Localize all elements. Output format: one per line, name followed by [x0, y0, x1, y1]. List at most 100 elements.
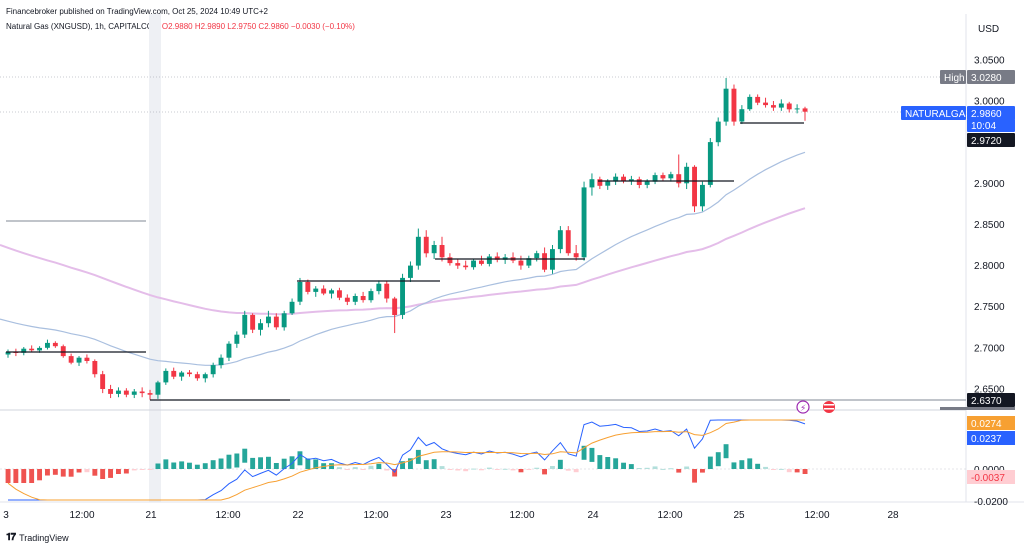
- candle[interactable]: [179, 370, 185, 381]
- candle[interactable]: [731, 84, 737, 126]
- candle[interactable]: [242, 310, 248, 338]
- candle[interactable]: [218, 354, 224, 369]
- candle[interactable]: [581, 181, 587, 261]
- candle[interactable]: [155, 380, 161, 399]
- candle[interactable]: [660, 172, 666, 181]
- candle[interactable]: [707, 138, 713, 188]
- candle[interactable]: [281, 310, 287, 331]
- candle-body: [171, 370, 177, 377]
- candle[interactable]: [802, 106, 808, 121]
- candle[interactable]: [692, 165, 697, 213]
- candle[interactable]: [565, 226, 571, 256]
- candle[interactable]: [778, 99, 784, 111]
- candle[interactable]: [92, 359, 98, 378]
- candle[interactable]: [439, 236, 445, 262]
- candle[interactable]: [21, 347, 27, 356]
- candle[interactable]: [700, 181, 705, 212]
- candle[interactable]: [747, 94, 753, 111]
- symbol-name[interactable]: Natural Gas (XNGUSD), 1h, CAPITALCOM: [6, 22, 160, 31]
- candle[interactable]: [471, 258, 476, 270]
- candle[interactable]: [266, 310, 271, 328]
- candle[interactable]: [415, 228, 421, 270]
- candle[interactable]: [305, 279, 311, 295]
- candle[interactable]: [76, 356, 82, 366]
- candle[interactable]: [597, 176, 603, 190]
- candle[interactable]: [360, 291, 366, 303]
- candle[interactable]: [108, 384, 113, 399]
- candle[interactable]: [715, 117, 721, 147]
- candle[interactable]: [68, 353, 74, 365]
- candle[interactable]: [771, 101, 776, 111]
- candle[interactable]: [463, 260, 469, 270]
- candle[interactable]: [384, 281, 390, 303]
- candle[interactable]: [431, 240, 437, 259]
- candle[interactable]: [250, 313, 256, 334]
- candle[interactable]: [763, 97, 768, 108]
- candle[interactable]: [755, 94, 761, 106]
- candle[interactable]: [589, 173, 595, 196]
- candle[interactable]: [392, 296, 398, 334]
- candle[interactable]: [534, 250, 540, 262]
- candle[interactable]: [234, 331, 240, 348]
- candle[interactable]: [510, 252, 516, 264]
- candle[interactable]: [84, 354, 90, 364]
- candle[interactable]: [786, 101, 792, 113]
- candle[interactable]: [329, 288, 334, 299]
- candle[interactable]: [557, 226, 563, 254]
- candle[interactable]: [344, 294, 350, 306]
- candle[interactable]: [542, 247, 547, 273]
- candle[interactable]: [29, 345, 35, 352]
- candle[interactable]: [171, 367, 177, 380]
- candle[interactable]: [194, 371, 200, 381]
- candle[interactable]: [494, 252, 500, 263]
- candle[interactable]: [368, 288, 374, 303]
- candle[interactable]: [313, 286, 319, 297]
- candle[interactable]: [526, 255, 532, 269]
- candle[interactable]: [210, 362, 216, 378]
- candle[interactable]: [684, 162, 690, 190]
- candle[interactable]: [321, 285, 327, 296]
- candle[interactable]: [5, 349, 11, 358]
- candle[interactable]: [60, 344, 66, 358]
- candle[interactable]: [423, 230, 429, 258]
- candle[interactable]: [297, 277, 303, 306]
- candle[interactable]: [652, 172, 658, 185]
- candle[interactable]: [352, 293, 358, 306]
- candle[interactable]: [621, 174, 626, 184]
- candle[interactable]: [123, 388, 129, 398]
- candle[interactable]: [636, 176, 642, 189]
- candle[interactable]: [273, 313, 279, 330]
- candle[interactable]: [518, 255, 524, 270]
- candle[interactable]: [163, 368, 169, 385]
- currency-label[interactable]: USD: [978, 24, 1000, 35]
- candles-layer[interactable]: [5, 77, 808, 400]
- candle[interactable]: [723, 77, 729, 126]
- candle[interactable]: [408, 261, 413, 283]
- candle[interactable]: [376, 280, 382, 295]
- candle[interactable]: [739, 105, 745, 125]
- candle[interactable]: [337, 287, 342, 301]
- candle[interactable]: [45, 339, 50, 350]
- candle[interactable]: [52, 341, 58, 348]
- candle[interactable]: [202, 372, 208, 383]
- candle[interactable]: [100, 370, 106, 394]
- candle[interactable]: [147, 389, 153, 400]
- time-axis[interactable]: 3 12:00 21 12:00 22 12:00 23 12:00 24 12:00 25 12:0…: [3, 510, 899, 521]
- candle[interactable]: [139, 387, 145, 398]
- candle[interactable]: [131, 389, 137, 399]
- candle[interactable]: [258, 319, 263, 336]
- candle[interactable]: [455, 258, 461, 269]
- candle[interactable]: [187, 370, 192, 377]
- candle[interactable]: [668, 171, 674, 182]
- candle[interactable]: [289, 298, 295, 315]
- candle[interactable]: [794, 104, 800, 114]
- candle[interactable]: [573, 245, 579, 261]
- candle[interactable]: [486, 254, 492, 267]
- candle[interactable]: [676, 154, 682, 188]
- candle[interactable]: [613, 173, 619, 185]
- candle[interactable]: [226, 341, 232, 362]
- candle[interactable]: [116, 387, 121, 398]
- candle[interactable]: [479, 255, 484, 266]
